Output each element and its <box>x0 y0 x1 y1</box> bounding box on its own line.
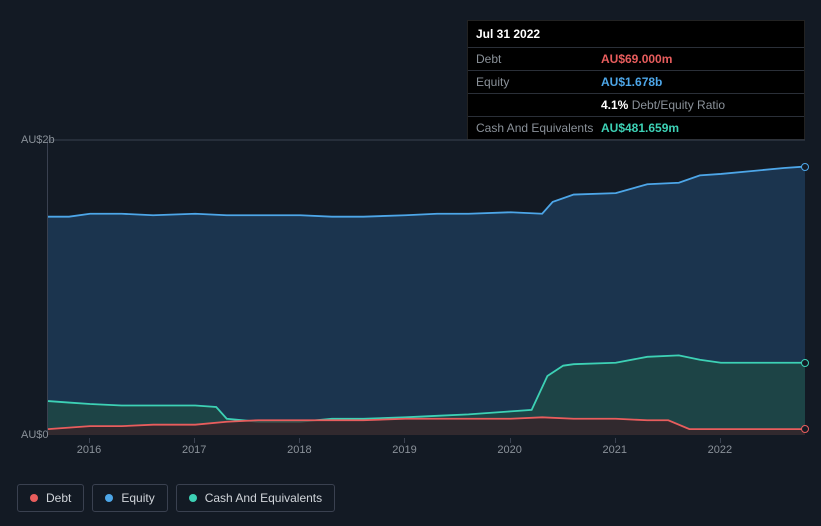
legend-dot-equity <box>105 494 113 502</box>
legend-label-equity: Equity <box>121 491 154 505</box>
tooltip-row-debt: Debt AU$69.000m <box>468 48 804 71</box>
area-chart[interactable]: AU$0 AU$2b 2016 2017 2018 2019 2020 2021 2022 <box>17 120 804 480</box>
tooltip-row-equity: Equity AU$1.678b <box>468 71 804 94</box>
tooltip-label-debt: Debt <box>476 52 601 66</box>
legend: Debt Equity Cash And Equivalents <box>17 484 335 512</box>
legend-dot-cash <box>189 494 197 502</box>
tooltip-value-debt: AU$69.000m <box>601 52 672 66</box>
x-tick-label: 2020 <box>497 444 521 456</box>
chart-svg <box>48 140 805 435</box>
x-tick-label: 2019 <box>392 444 416 456</box>
tooltip-label-equity: Equity <box>476 75 601 89</box>
end-marker-cash <box>801 359 809 367</box>
legend-item-equity[interactable]: Equity <box>92 484 167 512</box>
end-marker-equity <box>801 163 809 171</box>
x-tick-label: 2021 <box>603 444 627 456</box>
x-tick-label: 2018 <box>287 444 311 456</box>
legend-item-cash[interactable]: Cash And Equivalents <box>176 484 335 512</box>
x-tick-label: 2017 <box>182 444 206 456</box>
y-tick-label: AU$0 <box>21 429 49 441</box>
y-tick-label: AU$2b <box>21 134 55 146</box>
legend-dot-debt <box>30 494 38 502</box>
tooltip-date: Jul 31 2022 <box>468 21 804 48</box>
x-tick-label: 2016 <box>77 444 101 456</box>
end-marker-debt <box>801 425 809 433</box>
tooltip-value-equity: AU$1.678b <box>601 75 662 89</box>
legend-item-debt[interactable]: Debt <box>17 484 84 512</box>
tooltip-ratio-value: 4.1% <box>601 98 628 112</box>
legend-label-debt: Debt <box>46 491 71 505</box>
tooltip-ratio-label: Debt/Equity Ratio <box>628 98 725 112</box>
x-tick-label: 2022 <box>708 444 732 456</box>
plot-area[interactable] <box>47 140 804 435</box>
tooltip-row-ratio: 4.1% Debt/Equity Ratio <box>468 94 804 117</box>
legend-label-cash: Cash And Equivalents <box>205 491 322 505</box>
